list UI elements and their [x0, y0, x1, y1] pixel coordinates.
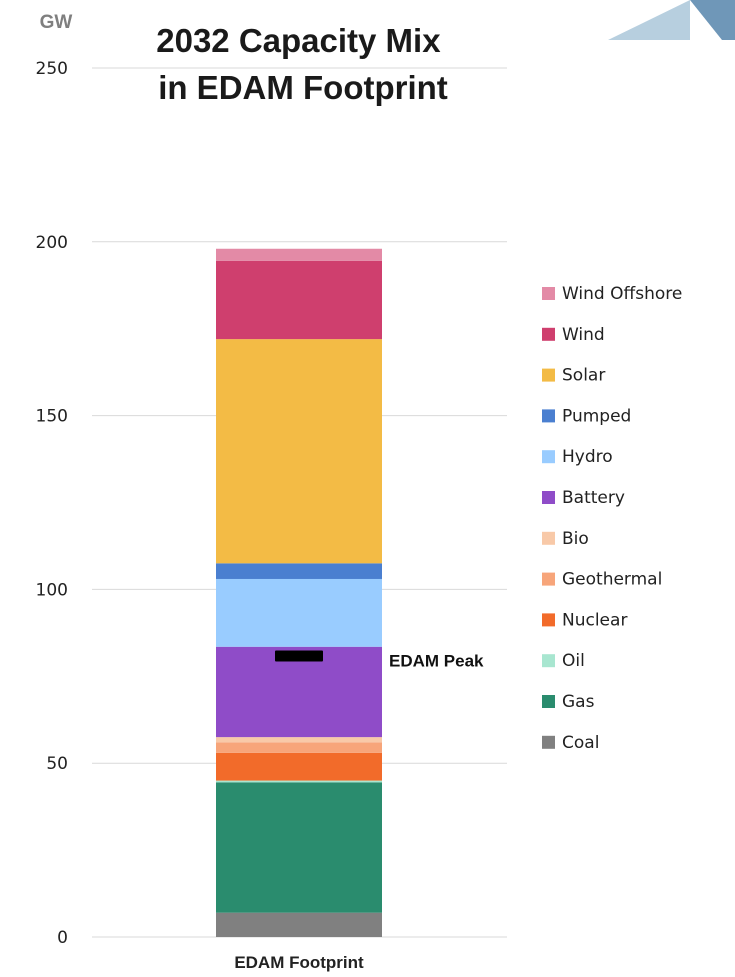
stacked-bar [216, 248, 382, 937]
bar-segment-coal [216, 912, 382, 937]
bar-segment-battery [216, 646, 382, 738]
legend-label-wind: Wind [562, 325, 605, 345]
bar-segment-solar [216, 339, 382, 564]
legend-swatch-battery [542, 491, 555, 504]
legend-swatch-gas [542, 695, 555, 708]
bar-segment-bio [216, 737, 382, 743]
y-tick-label-0: 0 [57, 928, 68, 948]
chart-title: 2032 Capacity Mix in EDAM Footprint [156, 22, 450, 106]
legend-label-nuclear: Nuclear [562, 610, 627, 630]
bar-segment-wind-offshore [216, 248, 382, 261]
corner-logo [608, 0, 735, 40]
legend-label-bio: Bio [562, 529, 589, 549]
peak-marker [275, 650, 323, 662]
legend-swatch-wind [542, 327, 555, 341]
y-axis-unit-label: GW [40, 12, 73, 33]
legend-label-hydro: Hydro [562, 447, 613, 467]
bar-segment-pumped [216, 563, 382, 579]
legend-label-geothermal: Geothermal [562, 570, 662, 590]
legend-swatch-solar [542, 368, 555, 382]
legend-swatch-geothermal [542, 572, 555, 586]
y-tick-label-150: 150 [36, 407, 68, 427]
bar-segment-nuclear [216, 752, 382, 781]
legend-swatch-oil [542, 654, 555, 668]
chart-title-line-2: in EDAM Footprint [158, 69, 448, 106]
legend: Wind Offshore Wind Solar Pumped Hydro Battery… [542, 284, 682, 753]
bar-segment-oil [216, 780, 382, 783]
legend-swatch-bio [542, 531, 555, 545]
legend-swatch-pumped [542, 409, 555, 423]
corner-logo-light [608, 0, 690, 40]
legend-label-pumped: Pumped [562, 406, 631, 426]
corner-logo-dark [690, 0, 735, 40]
bar-segment-wind [216, 260, 382, 340]
bar-segment-hydro [216, 578, 382, 647]
legend-label-battery: Battery [562, 488, 625, 508]
legend-label-wind-offshore: Wind Offshore [562, 284, 682, 304]
y-axis-tick-labels: 0 50 100 150 200 250 [36, 59, 68, 948]
bar-segment-geothermal [216, 742, 382, 753]
chart-title-line-1: 2032 Capacity Mix [156, 22, 441, 59]
legend-swatch-hydro [542, 450, 555, 464]
legend-label-coal: Coal [562, 733, 599, 753]
legend-swatch-nuclear [542, 613, 555, 627]
x-axis-category-labels: EDAM Footprint [234, 953, 364, 972]
annotations: EDAM Peak [275, 650, 484, 670]
bar-segment-gas [216, 782, 382, 913]
x-category-label: EDAM Footprint [234, 953, 364, 972]
legend-label-oil: Oil [562, 651, 585, 671]
y-tick-label-100: 100 [36, 580, 68, 600]
y-tick-label-200: 200 [36, 233, 68, 253]
legend-swatch-wind-offshore [542, 287, 555, 300]
y-tick-label-50: 50 [46, 754, 68, 774]
y-tick-label-250: 250 [36, 59, 68, 79]
legend-label-solar: Solar [562, 366, 605, 386]
peak-label: EDAM Peak [389, 651, 484, 670]
legend-label-gas: Gas [562, 692, 595, 712]
legend-swatch-coal [542, 735, 555, 749]
